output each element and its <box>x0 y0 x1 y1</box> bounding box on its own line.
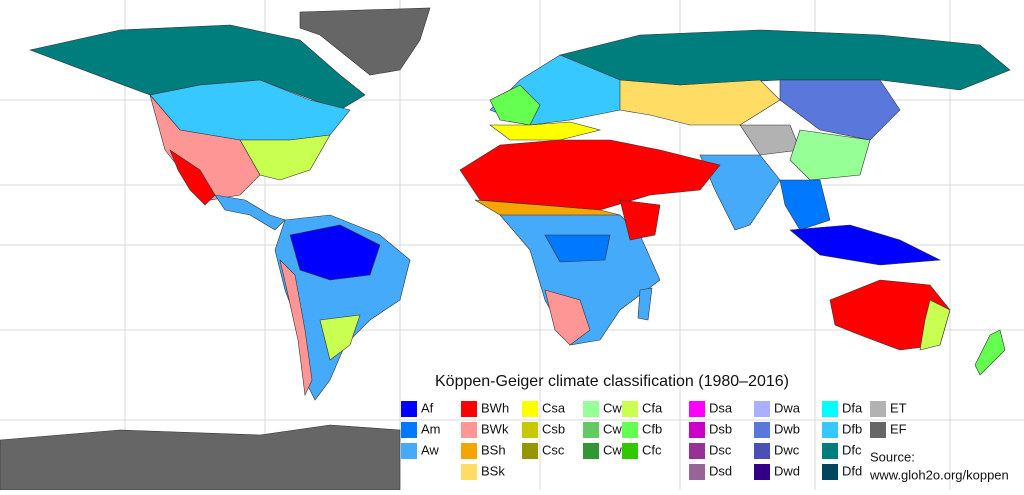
legend-label: Dwb <box>774 421 800 436</box>
legend-swatch <box>689 443 705 459</box>
legend-swatch <box>822 443 838 459</box>
legend-swatch <box>461 464 477 480</box>
legend-swatch <box>461 422 477 438</box>
pampas <box>319 314 361 361</box>
legend-label: BWh <box>481 400 509 415</box>
legend-swatch <box>822 464 838 480</box>
congo <box>544 234 611 263</box>
sahara <box>459 139 721 211</box>
mediterranean <box>489 121 602 141</box>
legend-swatch <box>522 422 538 438</box>
legend-label: Cfb <box>642 421 662 436</box>
greenland <box>299 7 431 76</box>
china-south <box>789 129 871 181</box>
legend-label: Dfc <box>842 442 862 457</box>
legend-swatch <box>689 422 705 438</box>
legend-label: ET <box>890 400 907 415</box>
legend-swatch <box>622 401 638 417</box>
legend-swatch <box>401 401 417 417</box>
legend-label: Dfb <box>842 421 862 436</box>
madagascar <box>637 287 653 321</box>
southeast-asia <box>779 179 831 231</box>
legend-swatch <box>461 443 477 459</box>
legend-swatch <box>822 401 838 417</box>
new-zealand <box>974 329 1006 376</box>
legend-swatch <box>583 401 599 417</box>
andes <box>279 259 313 397</box>
legend-label: Csa <box>542 400 566 415</box>
legend-label: Dsc <box>709 442 732 457</box>
east-asia <box>779 79 901 141</box>
legend-swatch <box>754 443 770 459</box>
legend-swatch <box>622 422 638 438</box>
source-label: Source: <box>870 449 915 464</box>
legend-label: BSk <box>481 463 505 478</box>
antarctica <box>0 424 401 491</box>
legend-label: Af <box>421 400 434 415</box>
legend-swatch <box>522 443 538 459</box>
legend-swatch <box>583 422 599 438</box>
source-url: www.gloh2o.org/koppen <box>869 467 1009 482</box>
legend-swatch <box>822 422 838 438</box>
australia-east <box>919 299 951 351</box>
legend-swatch <box>870 422 886 438</box>
legend-label: BSh <box>481 442 506 457</box>
land-masses <box>0 7 1011 491</box>
horn <box>619 199 661 241</box>
legend-swatch <box>689 401 705 417</box>
legend-label: Dsd <box>709 463 732 478</box>
legend-label: Cfa <box>642 400 663 415</box>
legend-swatch <box>522 401 538 417</box>
legend-swatch <box>401 443 417 459</box>
legend-label: EF <box>890 421 907 436</box>
legend-label: Cfc <box>642 442 662 457</box>
legend-swatch <box>461 401 477 417</box>
legend-swatch <box>401 422 417 438</box>
legend-label: Csb <box>542 421 565 436</box>
india <box>699 154 781 231</box>
legend-title: Köppen-Geiger climate classification (19… <box>435 373 789 390</box>
indonesia <box>789 224 942 266</box>
amazon <box>289 224 381 281</box>
central-america <box>214 194 286 231</box>
legend-label: Dsb <box>709 421 732 436</box>
legend-label: Aw <box>421 442 439 457</box>
legend-swatch <box>754 422 770 438</box>
legend-label: Dfa <box>842 400 863 415</box>
legend-label: Dwd <box>774 463 800 478</box>
legend-label: BWk <box>481 421 509 436</box>
central-asia <box>619 79 781 126</box>
southern-africa <box>544 289 591 346</box>
legend-swatch <box>870 401 886 417</box>
europe-west <box>489 84 541 126</box>
legend-label: Dfd <box>842 463 862 478</box>
legend-swatch <box>583 443 599 459</box>
tibet <box>739 124 801 156</box>
legend-swatch <box>754 464 770 480</box>
legend: AfAmAwBWhBWkBShBSkCsaCsbCscCwaCwbCwcCfaC… <box>401 400 907 480</box>
legend-label: Csc <box>542 442 565 457</box>
legend-label: Dsa <box>709 400 733 415</box>
legend-swatch <box>754 401 770 417</box>
legend-label: Am <box>421 421 441 436</box>
legend-label: Dwc <box>774 442 800 457</box>
mexico <box>169 149 216 206</box>
north-america-west <box>149 94 261 201</box>
legend-label: Dwa <box>774 400 801 415</box>
legend-swatch <box>689 464 705 480</box>
legend-swatch <box>622 443 638 459</box>
